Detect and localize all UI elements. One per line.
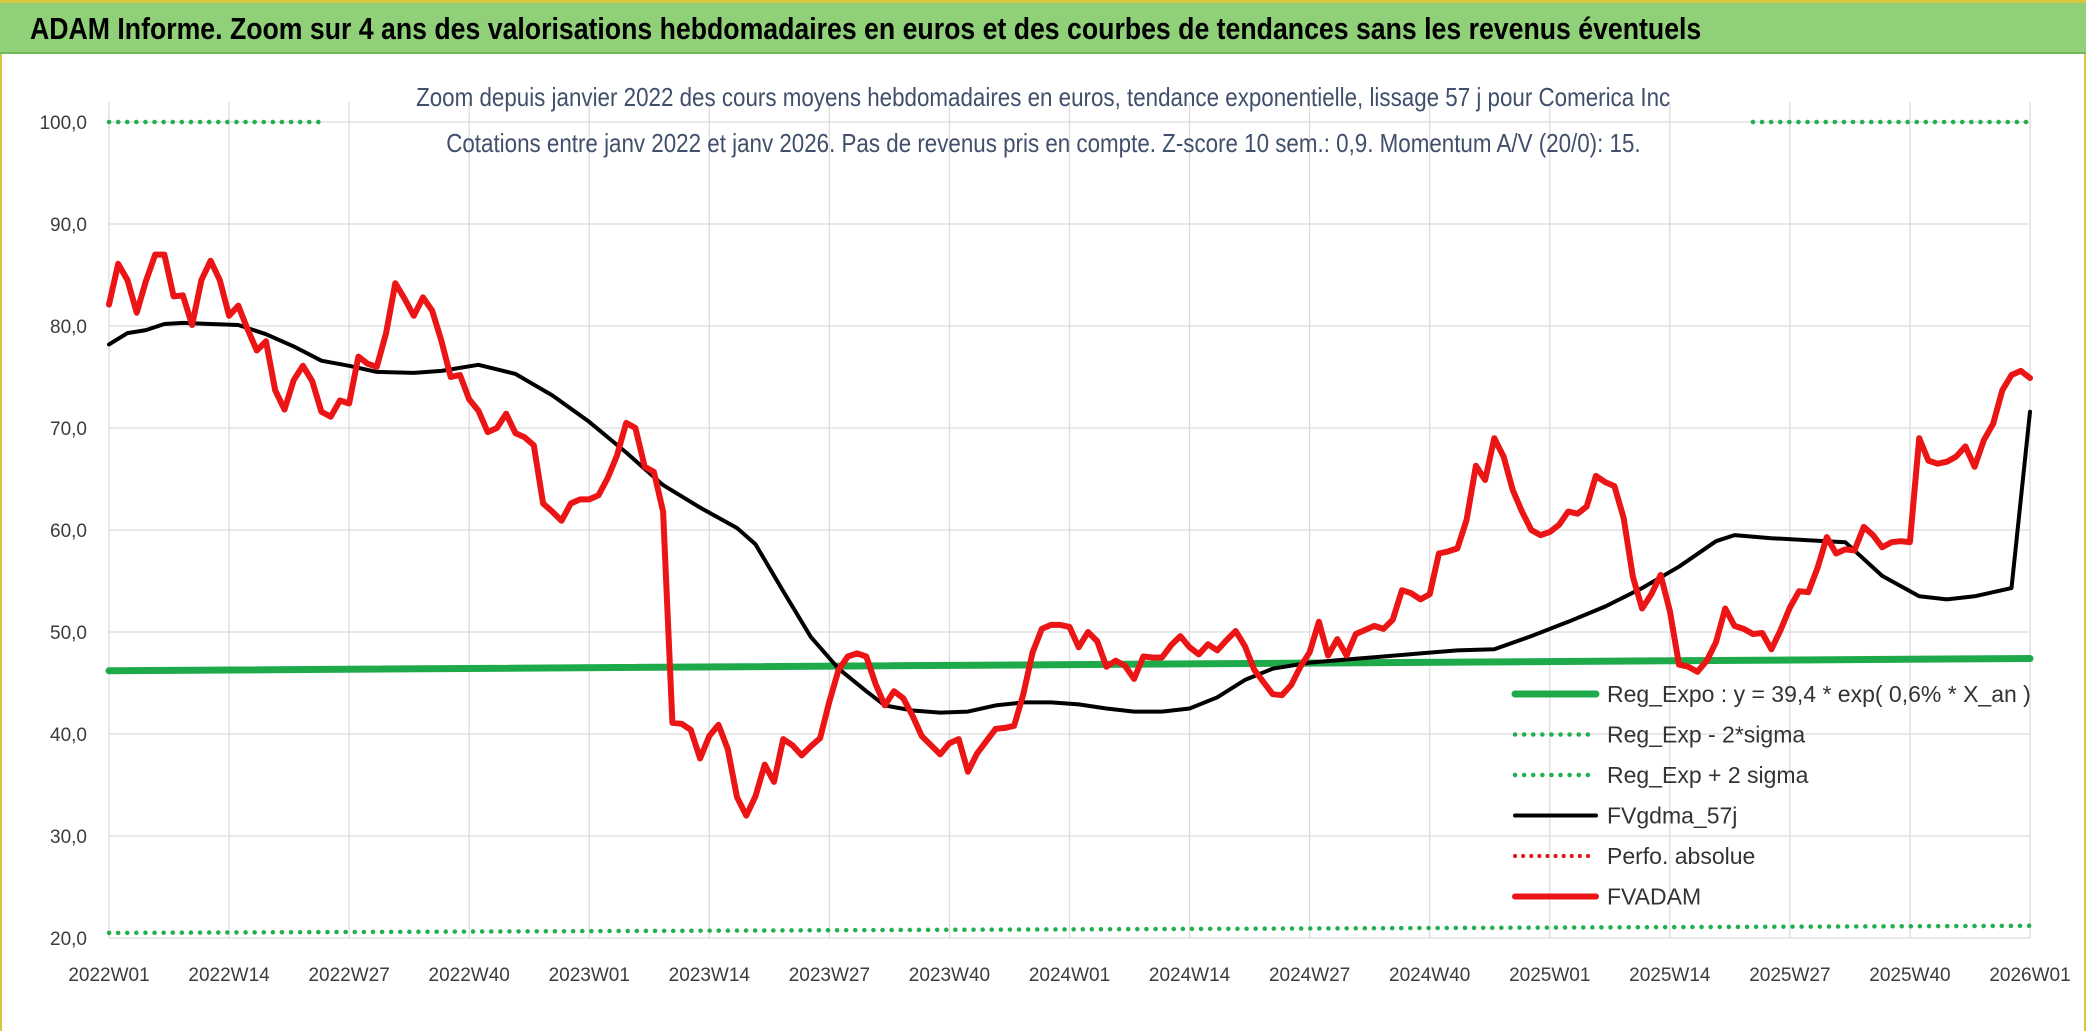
- legend-label: Reg_Exp - 2*sigma: [1607, 722, 1805, 748]
- y-tick-label: 60,0: [50, 521, 87, 542]
- x-tick-label: 2025W14: [1629, 965, 1711, 986]
- x-tick-label: 2024W01: [1029, 965, 1110, 986]
- series-layer: [105, 119, 2034, 936]
- y-tick-label: 30,0: [50, 827, 87, 848]
- chart-frame: [0, 54, 2086, 1031]
- y-tick-label: 100,0: [39, 113, 87, 134]
- y-tick-label: 80,0: [50, 317, 87, 338]
- x-tick-label: 2022W40: [429, 965, 510, 986]
- y-tick-label: 90,0: [50, 215, 87, 236]
- x-tick-label: 2025W40: [1869, 965, 1950, 986]
- legend-label: FVgdma_57j: [1607, 803, 1737, 829]
- y-tick-label: 40,0: [50, 725, 87, 746]
- x-tick-label: 2022W27: [308, 965, 389, 986]
- series-sigma-minus: [106, 923, 2033, 936]
- report-title: ADAM Informe. Zoom sur 4 ans des valoris…: [30, 11, 1702, 46]
- x-tick-label: 2023W01: [549, 965, 630, 986]
- chart-title: Zoom depuis janvier 2022 des cours moyen…: [415, 82, 1671, 112]
- y-tick-label: 70,0: [50, 419, 87, 440]
- x-tick-label: 2025W01: [1509, 965, 1590, 986]
- x-tick-label: 2022W01: [68, 965, 149, 986]
- legend-label: FVADAM: [1607, 884, 1701, 910]
- x-tick-label: 2023W27: [789, 965, 870, 986]
- y-tick-label: 50,0: [50, 623, 87, 644]
- grid-lines: [108, 102, 2031, 939]
- x-tick-label: 2023W14: [669, 965, 751, 986]
- y-tick-label: 20,0: [50, 929, 87, 950]
- series-fvadam: [106, 251, 2033, 819]
- report-banner: ADAM Informe. Zoom sur 4 ans des valoris…: [0, 0, 2086, 54]
- series-fvgdma: [107, 320, 2032, 715]
- x-tick-label: 2022W14: [188, 965, 270, 986]
- x-axis-ticks: 2022W01 2022W14 2022W27 2022W40 2023W01 2023W…: [68, 965, 2070, 986]
- x-tick-label: 2024W27: [1269, 965, 1350, 986]
- x-tick-label: 2024W14: [1149, 965, 1231, 986]
- legend: Reg_Expo : y = 39,4 * exp( 0,6% * X_an )…: [1511, 681, 2031, 910]
- x-tick-label: 2026W01: [1989, 965, 2070, 986]
- y-axis-ticks: 20,0 30,0 40,0 50,0 60,0 70,0 80,0 90,0 100,0: [39, 113, 87, 950]
- chart-subtitle: Cotations entre janv 2022 et janv 2026. …: [445, 128, 1641, 158]
- legend-label: Perfo. absolue: [1607, 843, 1755, 869]
- legend-label: Reg_Exp + 2 sigma: [1607, 762, 1809, 788]
- x-tick-label: 2023W40: [909, 965, 990, 986]
- legend-label: Reg_Expo : y = 39,4 * exp( 0,6% * X_an ): [1607, 681, 2031, 707]
- x-tick-label: 2024W40: [1389, 965, 1470, 986]
- x-tick-label: 2025W27: [1749, 965, 1830, 986]
